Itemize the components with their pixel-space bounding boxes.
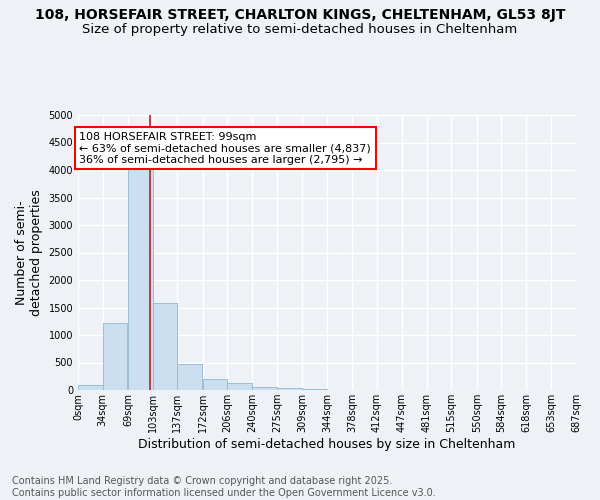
Bar <box>227 383 252 390</box>
Text: Size of property relative to semi-detached houses in Cheltenham: Size of property relative to semi-detach… <box>82 22 518 36</box>
Bar <box>152 303 178 390</box>
Text: 108, HORSEFAIR STREET, CHARLTON KINGS, CHELTENHAM, GL53 8JT: 108, HORSEFAIR STREET, CHARLTON KINGS, C… <box>35 8 565 22</box>
Y-axis label: Number of semi-
detached properties: Number of semi- detached properties <box>15 189 43 316</box>
Bar <box>178 364 202 390</box>
Bar <box>128 167 152 390</box>
Bar <box>203 380 227 390</box>
Bar <box>277 388 302 390</box>
Text: 108 HORSEFAIR STREET: 99sqm
← 63% of semi-detached houses are smaller (4,837)
36: 108 HORSEFAIR STREET: 99sqm ← 63% of sem… <box>79 132 371 164</box>
Bar <box>252 387 277 390</box>
Bar <box>103 323 127 390</box>
X-axis label: Distribution of semi-detached houses by size in Cheltenham: Distribution of semi-detached houses by … <box>139 438 515 451</box>
Bar <box>78 385 103 390</box>
Text: Contains HM Land Registry data © Crown copyright and database right 2025.
Contai: Contains HM Land Registry data © Crown c… <box>12 476 436 498</box>
